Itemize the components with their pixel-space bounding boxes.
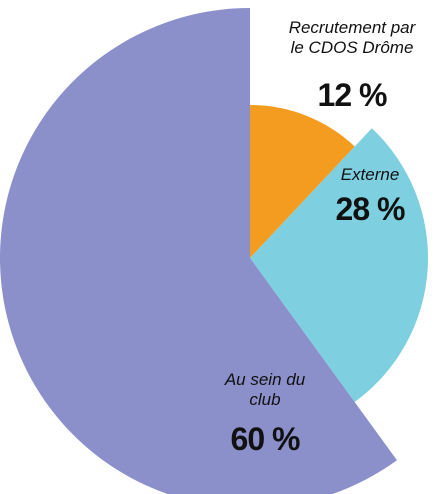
pie-slice xyxy=(250,128,428,403)
slice-value: 28 % xyxy=(335,191,406,227)
pie-slice xyxy=(0,8,397,494)
pie-slice xyxy=(250,105,355,258)
slice-label: Recrutement par le CDOS Drôme xyxy=(288,18,416,57)
slice-label: Au sein du club xyxy=(224,370,306,409)
slice-label: Externe xyxy=(340,165,400,184)
slice-value: 12 % xyxy=(317,77,388,113)
slice-value: 60 % xyxy=(230,421,301,457)
